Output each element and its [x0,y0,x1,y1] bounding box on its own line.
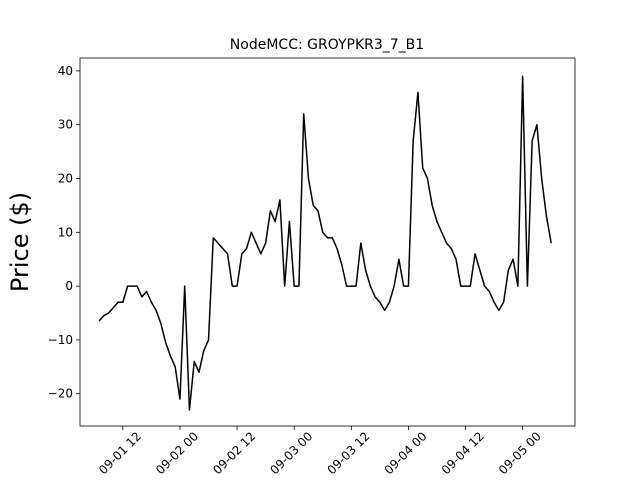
x-tick-label: 09-02 00 [153,429,201,477]
y-tick-label: 20 [58,172,73,186]
y-tick-label: 40 [58,64,73,78]
y-tick-label: −20 [48,387,73,401]
x-tick-label: 09-03 12 [324,429,372,477]
y-tick-label: 30 [58,118,73,132]
y-axis-label: Price ($) [6,192,34,292]
x-tick-label: 09-03 00 [267,429,315,477]
x-tick-label: 09-05 00 [496,429,544,477]
x-tick-label: 09-04 00 [382,429,430,477]
y-tick-label: 0 [65,279,73,293]
chart-title: NodeMCC: GROYPKR3_7_B1 [230,37,424,53]
plot-frame [79,57,576,427]
x-tick-label: 09-01 12 [96,429,144,477]
x-tick-label: 09-04 12 [439,429,487,477]
x-tick-label: 09-02 12 [210,429,258,477]
price-line [98,75,552,411]
y-tick-label: −10 [48,333,73,347]
y-tick-label: 10 [58,225,73,239]
